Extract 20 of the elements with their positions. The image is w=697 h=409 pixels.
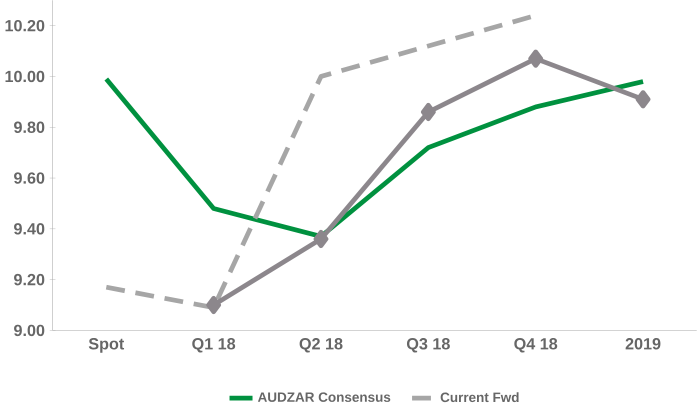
x-tick-label: Q4 18 xyxy=(514,338,558,352)
x-tick-label: 2019 xyxy=(626,338,660,350)
point xyxy=(206,296,222,314)
legend-label: Current Fwd xyxy=(440,392,519,402)
point xyxy=(420,102,436,121)
y-tick-label: 9.00 xyxy=(14,324,44,336)
point xyxy=(636,90,650,108)
point xyxy=(314,230,328,248)
y-tick-label: 9.20 xyxy=(14,274,44,286)
y-tick-label: 9.40 xyxy=(14,222,44,234)
y-tick-label: 10.00 xyxy=(6,70,44,82)
point xyxy=(528,49,544,68)
y-tick-label: 9.80 xyxy=(14,121,44,133)
y-tick-label: 9.60 xyxy=(14,172,44,184)
legend-label: AUDZAR Consensus xyxy=(258,392,390,402)
y-tick-label: 10.20 xyxy=(6,20,44,32)
x-tick-label: Spot xyxy=(88,338,124,353)
x-tick-label: Q2 18 xyxy=(300,338,343,352)
x-tick-label: Q3 18 xyxy=(406,338,450,352)
x-tick-label: Q1 18 xyxy=(192,338,236,352)
